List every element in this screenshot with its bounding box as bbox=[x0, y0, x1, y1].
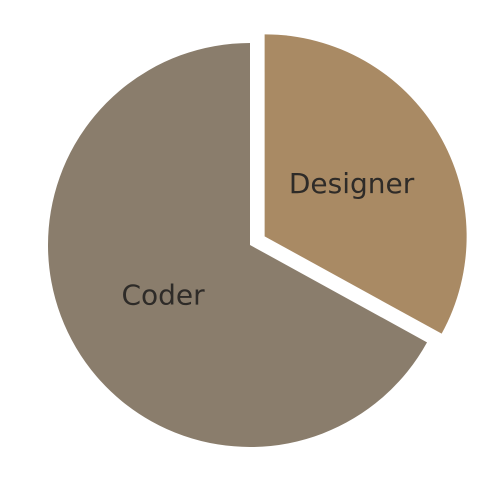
slice-label: Coder bbox=[121, 278, 205, 311]
pie-slice bbox=[264, 34, 467, 334]
pie-slice bbox=[47, 43, 428, 447]
slice-label: Designer bbox=[289, 167, 415, 200]
